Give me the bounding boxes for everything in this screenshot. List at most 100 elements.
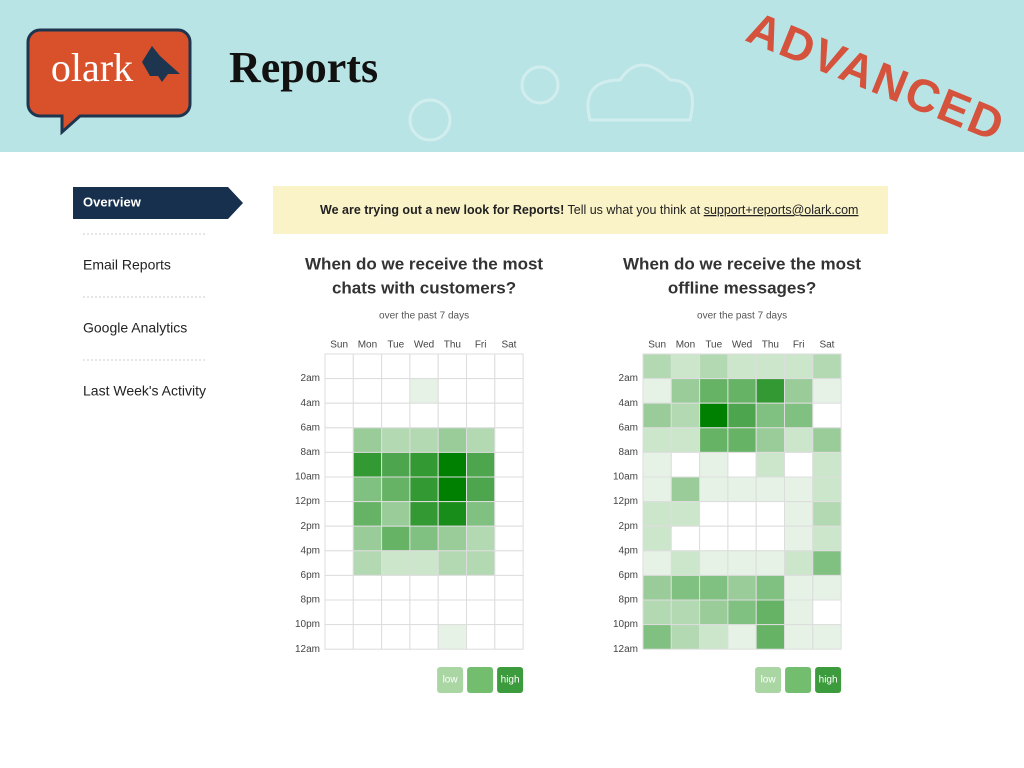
- heatmap-cell: [381, 574, 411, 601]
- legend-high: high: [819, 675, 838, 686]
- chart-title: chats with customers?: [332, 278, 516, 297]
- heatmap-cell: [494, 550, 524, 576]
- hour-label: 4am: [619, 398, 638, 409]
- heatmap-cell: [381, 353, 411, 380]
- sidebar-item[interactable]: Google Analytics: [83, 320, 187, 336]
- heatmap-cell: [670, 599, 701, 626]
- heatmap-cell: [381, 501, 411, 527]
- banner-link[interactable]: support+reports@olark.com: [704, 203, 859, 217]
- heatmap-cell: [381, 525, 411, 552]
- heatmap-cell: [699, 624, 729, 650]
- heatmap-cell: [324, 574, 354, 601]
- hour-label: 4pm: [301, 545, 320, 556]
- heatmap-cell: [812, 451, 842, 478]
- heatmap-cell: [755, 550, 786, 576]
- heatmap-cell: [727, 451, 757, 478]
- day-label: Wed: [732, 340, 752, 351]
- heatmap-cell: [437, 427, 468, 453]
- heatmap-cell: [352, 476, 383, 503]
- day-label: Fri: [793, 340, 805, 351]
- heatmap-cell: [352, 574, 383, 601]
- heatmap-cell: [324, 402, 354, 429]
- heatmap-cell: [437, 599, 468, 626]
- heatmap-cell: [784, 550, 814, 576]
- heatmap-cell: [352, 353, 383, 380]
- heatmap-cell: [324, 624, 354, 650]
- hour-label: 2pm: [619, 521, 638, 532]
- day-label: Wed: [414, 340, 434, 351]
- hour-label: 6am: [619, 422, 638, 433]
- hour-label: 12pm: [295, 496, 320, 507]
- heatmap-cell: [642, 550, 672, 576]
- heatmap-cell: [699, 353, 729, 380]
- hour-label: 8pm: [619, 595, 638, 606]
- legend-box: [785, 667, 812, 693]
- heatmap-cell: [642, 599, 672, 626]
- heatmap-cell: [409, 451, 439, 478]
- heatmap-cell: [437, 451, 468, 478]
- heatmap-cell: [324, 525, 354, 552]
- hour-label: 10pm: [613, 619, 638, 630]
- legend-low: low: [761, 675, 777, 686]
- heatmap-cell: [381, 402, 411, 429]
- heatmap-cell: [755, 599, 786, 626]
- heatmap-cell: [324, 353, 354, 380]
- heatmap-cell: [324, 501, 354, 527]
- legend-box: [467, 667, 494, 693]
- heatmap-cell: [494, 501, 524, 527]
- heatmap-cell: [381, 624, 411, 650]
- heatmap-cell: [466, 525, 496, 552]
- heatmap-cell: [727, 550, 757, 576]
- heatmap-cell: [784, 402, 814, 429]
- heatmap-cell: [494, 574, 524, 601]
- heatmap-cell: [670, 378, 701, 404]
- heatmap-cell: [670, 476, 701, 503]
- sidebar-item[interactable]: Email Reports: [83, 257, 171, 273]
- heatmap-cell: [352, 378, 383, 404]
- heatmap-cell: [352, 599, 383, 626]
- heatmap-cell: [755, 427, 786, 453]
- heatmap-cell: [727, 378, 757, 404]
- heatmap-cell: [466, 451, 496, 478]
- heatmap-cell: [699, 476, 729, 503]
- heatmap-cell: [466, 353, 496, 380]
- heatmap-cell: [437, 402, 468, 429]
- hour-label: 8pm: [301, 595, 320, 606]
- sidebar-item[interactable]: Overview: [83, 194, 142, 209]
- heatmap-cell: [409, 402, 439, 429]
- heatmap-cell: [755, 525, 786, 552]
- day-label: Tue: [705, 340, 722, 351]
- heatmap-cell: [699, 599, 729, 626]
- heatmap-cell: [699, 525, 729, 552]
- hour-label: 2am: [301, 373, 320, 384]
- banner-bold: We are trying out a new look for Reports…: [320, 203, 564, 217]
- heatmap-cell: [409, 476, 439, 503]
- hour-label: 10am: [295, 472, 320, 483]
- heatmap-cell: [324, 427, 354, 453]
- hour-label: 4pm: [619, 545, 638, 556]
- heatmap-cell: [812, 353, 842, 380]
- heatmap-cell: [324, 550, 354, 576]
- heatmap-cell: [755, 476, 786, 503]
- heatmap-cell: [727, 599, 757, 626]
- heatmap-cell: [812, 525, 842, 552]
- heatmap-cell: [699, 402, 729, 429]
- heatmap-cell: [494, 451, 524, 478]
- heatmap-cell: [409, 574, 439, 601]
- heatmap-cell: [670, 353, 701, 380]
- heatmap-cell: [642, 402, 672, 429]
- heatmap-cell: [466, 599, 496, 626]
- page-title: Reports: [229, 43, 378, 92]
- heatmap-cell: [784, 525, 814, 552]
- heatmap-cell: [670, 550, 701, 576]
- day-label: Mon: [676, 340, 695, 351]
- heatmap-cell: [784, 501, 814, 527]
- sidebar-item[interactable]: Last Week's Activity: [83, 383, 206, 399]
- heatmap-cell: [784, 353, 814, 380]
- heatmap-cell: [784, 476, 814, 503]
- heatmap-cell: [324, 378, 354, 404]
- heatmap-cell: [699, 501, 729, 527]
- hour-label: 2pm: [301, 521, 320, 532]
